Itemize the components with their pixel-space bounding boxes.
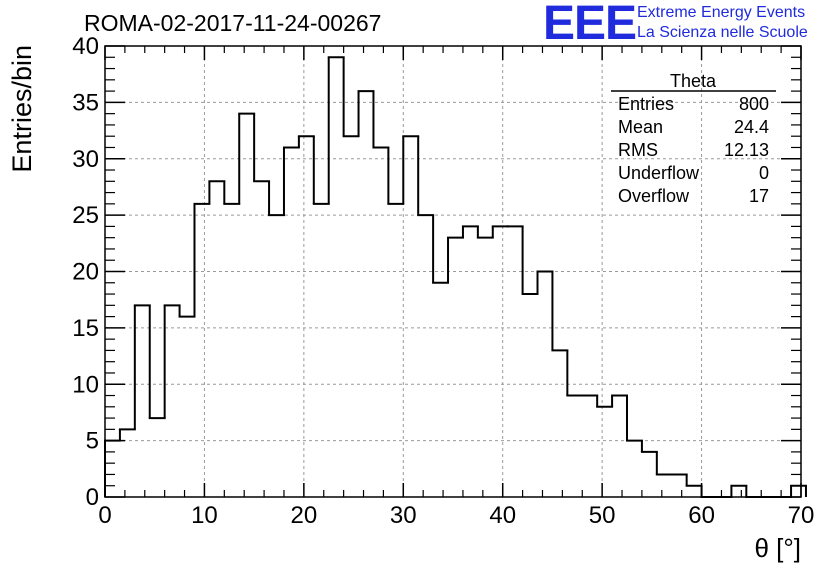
stats-row-label: Entries	[618, 94, 674, 114]
eee-logo: EEE	[543, 0, 637, 50]
stats-row-label: Underflow	[618, 163, 700, 183]
stats-row-value: 800	[739, 94, 769, 114]
x-tick-label: 0	[98, 502, 111, 529]
y-axis: 0 5 10 15 20 25 30 35 40	[72, 33, 801, 511]
x-axis-label: θ [°]	[754, 533, 801, 563]
stats-row-value: 12.13	[724, 140, 769, 160]
y-tick-label: 35	[72, 89, 99, 116]
x-axis: 0 10 20 30 40 50 60 70	[98, 46, 814, 529]
stats-row-value: 17	[749, 186, 769, 206]
stats-box-title: Theta	[670, 71, 717, 91]
y-tick-label: 0	[86, 484, 99, 511]
y-tick-label: 10	[72, 371, 99, 398]
y-tick-label: 5	[86, 428, 99, 455]
x-tick-label: 60	[688, 502, 715, 529]
x-tick-label: 50	[589, 502, 616, 529]
grid-lines	[105, 46, 801, 497]
y-axis-label: Entries/bin	[7, 45, 37, 173]
x-tick-label: 10	[191, 502, 218, 529]
x-tick-label: 70	[788, 502, 815, 529]
y-tick-label: 20	[72, 259, 99, 286]
y-tick-label: 25	[72, 202, 99, 229]
y-tick-label: 30	[72, 146, 99, 173]
stats-row-label: RMS	[618, 140, 658, 160]
x-tick-label: 30	[390, 502, 417, 529]
stats-row-label: Mean	[618, 117, 663, 137]
histogram-series	[104, 56, 807, 498]
stats-box: Theta Entries 800 Mean 24.4 RMS 12.13 Underflo…	[611, 71, 776, 206]
stats-row-value: 24.4	[734, 117, 769, 137]
run-title: ROMA-02-2017-11-24-00267	[84, 10, 382, 36]
stats-row-value: 0	[759, 163, 769, 183]
x-tick-label: 20	[291, 502, 318, 529]
x-tick-label: 40	[489, 502, 516, 529]
logo-tagline-1: Extreme Energy Events	[637, 4, 806, 21]
y-tick-label: 15	[72, 315, 99, 342]
stats-row-label: Overflow	[618, 186, 690, 206]
y-tick-label: 40	[72, 33, 99, 60]
logo-tagline-2: La Scienza nelle Scuole	[637, 24, 808, 41]
